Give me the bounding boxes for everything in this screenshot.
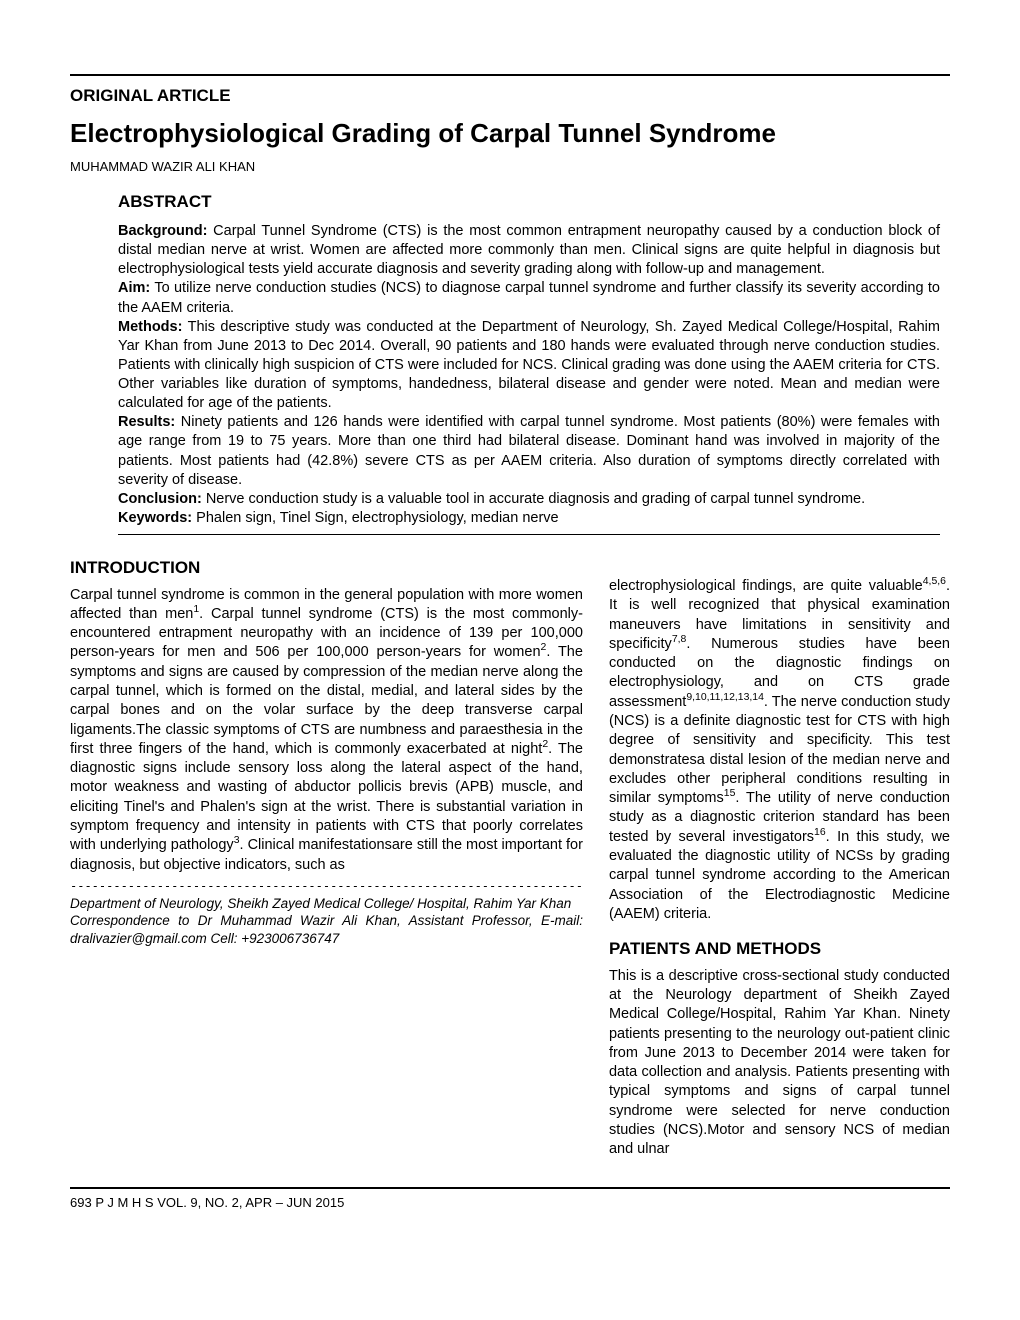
abstract-body: Background: Carpal Tunnel Syndrome (CTS)… bbox=[118, 222, 940, 528]
abstract-conclusion-label: Conclusion: bbox=[118, 491, 202, 507]
footer-rule bbox=[70, 1187, 950, 1189]
sup-ref-456: 4,5,6 bbox=[923, 576, 946, 587]
abstract-results-label: Results: bbox=[118, 414, 175, 430]
column-left: INTRODUCTION Carpal tunnel syndrome is c… bbox=[70, 551, 583, 1159]
top-rule bbox=[70, 74, 950, 76]
authors: MUHAMMAD WAZIR ALI KHAN bbox=[70, 159, 950, 174]
abstract-keywords-label: Keywords: bbox=[118, 510, 192, 526]
intro-text-1c: . The symptoms and signs are caused by c… bbox=[70, 644, 583, 756]
col-spacer bbox=[609, 551, 950, 577]
intro-heading: INTRODUCTION bbox=[70, 557, 583, 580]
sup-ref-15: 15 bbox=[724, 788, 736, 799]
affiliation-correspondence: Correspondence to Dr Muhammad Wazir Ali … bbox=[70, 912, 583, 947]
abstract-results: Ninety patients and 126 hands were ident… bbox=[118, 414, 940, 487]
sup-ref-78: 7,8 bbox=[672, 634, 687, 645]
journal-info: P J M H S VOL. 9, NO. 2, APR – JUN 2015 bbox=[92, 1195, 345, 1210]
methods-heading: PATIENTS AND METHODS bbox=[609, 938, 950, 961]
methods-paragraph: This is a descriptive cross-sectional st… bbox=[609, 967, 950, 1160]
article-type: ORIGINAL ARTICLE bbox=[70, 86, 950, 106]
page: ORIGINAL ARTICLE Electrophysiological Gr… bbox=[0, 0, 1020, 1250]
page-number: 693 bbox=[70, 1195, 92, 1210]
abstract-keywords: Phalen sign, Tinel Sign, electrophysiolo… bbox=[196, 510, 558, 526]
column-right: electrophysiological findings, are quite… bbox=[609, 551, 950, 1159]
sup-ref-914: 9,10,11,12,13,14 bbox=[686, 692, 764, 703]
intro-paragraph-right: electrophysiological findings, are quite… bbox=[609, 577, 950, 924]
abstract-background-label: Background: bbox=[118, 223, 207, 239]
abstract-aim: To utilize nerve conduction studies (NCS… bbox=[118, 280, 940, 315]
abstract-heading: ABSTRACT bbox=[118, 192, 940, 212]
abstract-aim-label: Aim: bbox=[118, 280, 150, 296]
abstract-background: Carpal Tunnel Syndrome (CTS) is the most… bbox=[118, 223, 940, 277]
affiliation-separator: ----------------------------------------… bbox=[70, 879, 583, 895]
abstract-methods: This descriptive study was conducted at … bbox=[118, 319, 940, 412]
abstract-block: ABSTRACT Background: Carpal Tunnel Syndr… bbox=[118, 192, 940, 535]
affiliation-dept: Department of Neurology, Sheikh Zayed Me… bbox=[70, 895, 583, 913]
body-columns: INTRODUCTION Carpal tunnel syndrome is c… bbox=[70, 551, 950, 1159]
abstract-conclusion: Nerve conduction study is a valuable too… bbox=[206, 491, 865, 507]
abstract-methods-label: Methods: bbox=[118, 319, 182, 335]
article-title: Electrophysiological Grading of Carpal T… bbox=[70, 118, 950, 149]
page-footer: 693 P J M H S VOL. 9, NO. 2, APR – JUN 2… bbox=[70, 1195, 950, 1210]
intro-text-2a: electrophysiological findings, are quite… bbox=[609, 578, 923, 594]
intro-paragraph-left: Carpal tunnel syndrome is common in the … bbox=[70, 586, 583, 875]
sup-ref-16: 16 bbox=[814, 827, 826, 838]
abstract-rule bbox=[118, 534, 940, 535]
